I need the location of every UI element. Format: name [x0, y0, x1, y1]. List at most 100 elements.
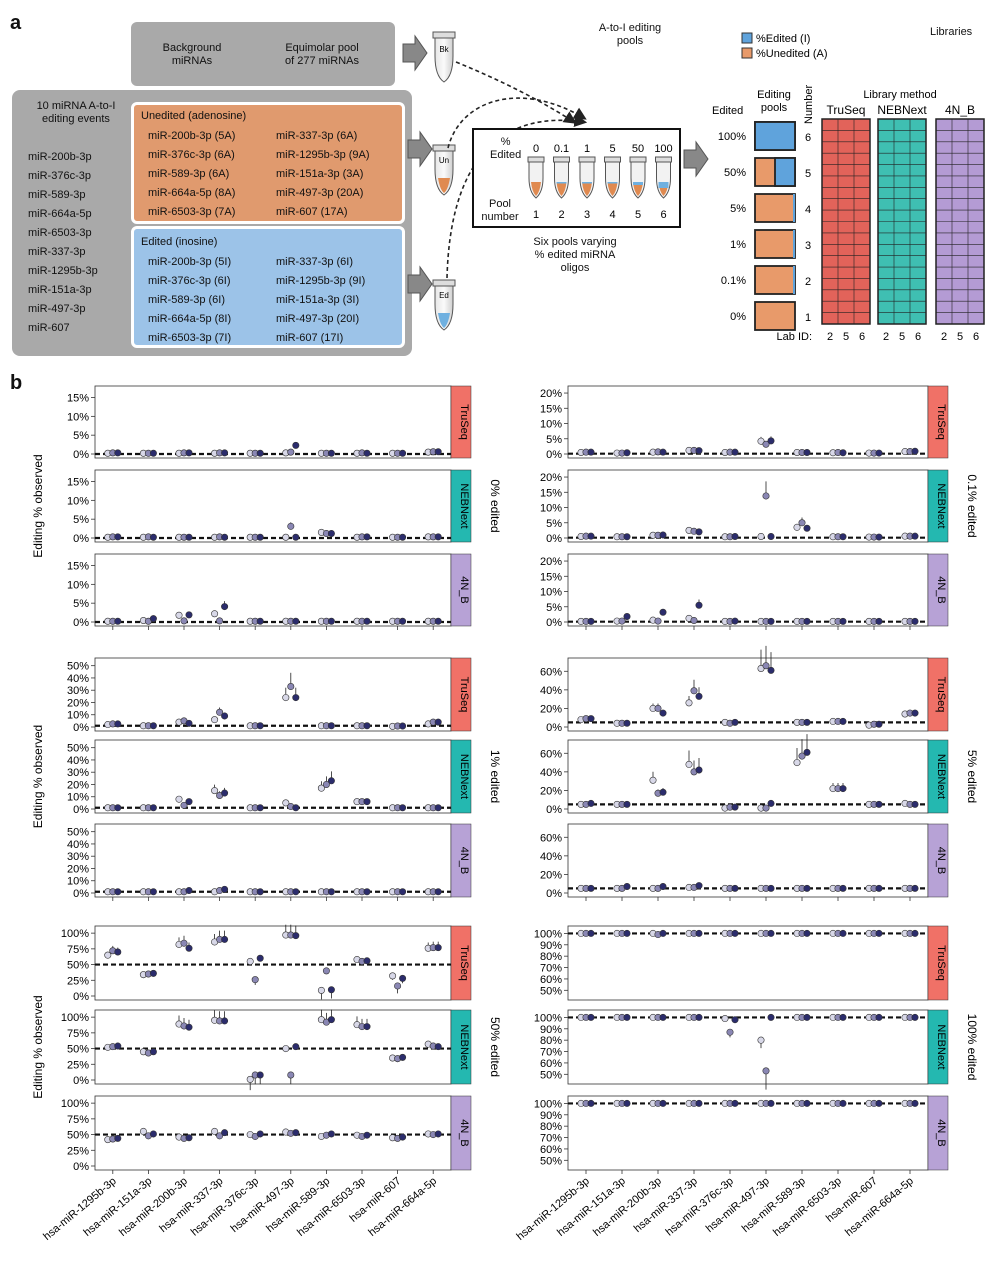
y-tick-label: 70%: [540, 1133, 562, 1145]
unedited-mirna: miR-589-3p (6A): [148, 168, 230, 180]
data-point: [399, 533, 407, 541]
pool-row-number: 3: [805, 240, 811, 252]
condition-label: 1% edited: [488, 750, 502, 803]
y-tick-label: 90%: [540, 1110, 562, 1122]
unedited-mirna: miR-200b-3p (5A): [148, 130, 236, 142]
y-tick-label: 40%: [67, 673, 89, 685]
data-point: [911, 709, 919, 717]
method-strip: [927, 657, 949, 732]
subplot: NEBNext 50%60%70%80%90%100%: [534, 1009, 949, 1090]
data-point: [659, 709, 667, 717]
data-point: [803, 524, 811, 532]
data-point: [659, 882, 667, 890]
data-point: [211, 716, 219, 724]
data-point: [623, 719, 631, 727]
x-tick-label: hsa-miR-337-3p: [632, 1175, 700, 1235]
y-tick-label: 10%: [67, 710, 89, 722]
y-tick-label: 80%: [540, 1035, 562, 1047]
method-strip-label: TruSeq: [458, 677, 470, 713]
method-strip: [450, 739, 472, 814]
y-tick-label: 50%: [67, 960, 89, 972]
pool-swatch-edited: [793, 194, 795, 222]
data-point: [287, 683, 295, 691]
data-point: [327, 1016, 335, 1024]
data-point: [659, 448, 667, 456]
edited-title: Edited (inosine): [141, 236, 218, 248]
y-tick-label: 50%: [67, 827, 89, 839]
data-point: [317, 784, 325, 792]
method-strip: [927, 739, 949, 814]
block-arrows: [402, 34, 709, 303]
method-header: NEBNext: [877, 103, 927, 117]
unedited-mirna: miR-607 (17A): [276, 206, 348, 218]
y-tick-label: 50%: [540, 985, 562, 997]
data-point: [292, 888, 300, 896]
pool-tube-edited: [633, 182, 643, 185]
y-tick-label: 20%: [540, 388, 562, 400]
method-header: 4N_B: [945, 103, 975, 117]
data-point: [363, 722, 371, 730]
unedited-mirna: miR-337-3p (6A): [276, 130, 358, 142]
data-point: [731, 1099, 739, 1107]
data-point: [292, 441, 300, 449]
data-point: [911, 1099, 919, 1107]
background-box: Background miRNAs Equimolar pool of 277 …: [131, 22, 395, 86]
subplot: 4N_B0%25%50%75%100%hsa-miR-1295b-3phsa-m…: [41, 1095, 472, 1243]
unedited-mirna: miR-497-3p (20A): [276, 187, 364, 199]
y-tick-label: 0%: [73, 991, 89, 1003]
data-point: [803, 929, 811, 937]
data-point: [256, 1071, 264, 1079]
data-point: [114, 804, 122, 812]
data-point: [185, 533, 193, 541]
events-title: 10 miRNA A-to-I editing events: [36, 100, 116, 125]
tube-ed-label: Ed: [439, 291, 449, 300]
method-header: TruSeq: [827, 103, 866, 117]
data-point: [731, 884, 739, 892]
y-tick-label: 20%: [67, 863, 89, 875]
y-tick-label: 20%: [540, 703, 562, 715]
data-point: [399, 804, 407, 812]
libraries-label: Libraries: [930, 26, 973, 38]
y-tick-label: 75%: [67, 1028, 89, 1040]
data-point: [256, 449, 264, 457]
data-point: [399, 449, 407, 457]
edited-mirna: miR-1295b-3p (9I): [276, 275, 366, 287]
y-tick-label: 20%: [67, 779, 89, 791]
data-point: [434, 1043, 442, 1051]
y-tick-label: 40%: [540, 767, 562, 779]
data-point: [363, 957, 371, 965]
data-point: [221, 1017, 229, 1025]
method-strip-label: TruSeq: [935, 677, 947, 713]
y-tick-label: 25%: [67, 1145, 89, 1157]
pool-swatch: [754, 229, 796, 259]
data-point: [256, 954, 264, 962]
legend-swatch: [741, 47, 753, 59]
data-point: [875, 720, 883, 728]
data-point: [221, 935, 229, 943]
y-tick-label: 10%: [540, 419, 562, 431]
method-strip: [927, 925, 949, 1001]
pool-tube-edited: [556, 182, 567, 184]
data-point: [654, 617, 662, 625]
x-tick-label: hsa-miR-497-3p: [704, 1175, 772, 1235]
pool-swatch-edited: [774, 157, 796, 187]
tube-un: Un: [432, 144, 456, 196]
y-tick-label: 10%: [67, 495, 89, 507]
method-strip: [450, 925, 472, 1001]
pool-percent: 5: [609, 143, 615, 155]
data-point: [185, 1134, 193, 1142]
pool-row-edited: 100%: [718, 131, 746, 143]
lab-id: 6: [973, 331, 979, 343]
pool-number-label: Pool number: [481, 198, 519, 223]
y-tick-label: 0%: [73, 533, 89, 545]
data-point: [762, 1067, 770, 1075]
method-strip-label: NEBNext: [935, 483, 947, 528]
method-strip-label: 4N_B: [935, 1119, 947, 1147]
subplot: TruSeq 0% 25% 50% 75% 100%: [61, 924, 472, 1003]
data-point: [695, 601, 703, 609]
data-point: [221, 533, 229, 541]
data-point: [798, 519, 806, 527]
panel-b-label: b: [10, 372, 23, 394]
data-point: [803, 1099, 811, 1107]
lab-id: 2: [883, 331, 889, 343]
